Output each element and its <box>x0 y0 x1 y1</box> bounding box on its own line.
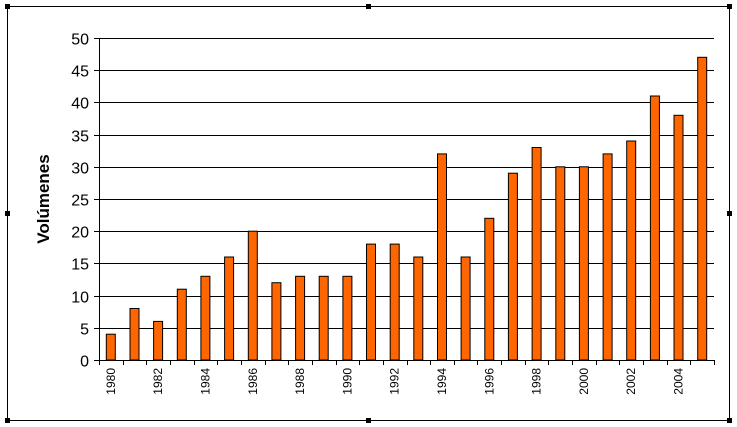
x-tick-label: 1984 <box>198 368 212 395</box>
y-tick-label: 50 <box>71 32 89 49</box>
bar-1985 <box>224 256 235 361</box>
selection-handle-top-right[interactable] <box>727 4 732 9</box>
y-tick-label: 15 <box>71 257 89 274</box>
selection-handle-bottom-left[interactable] <box>5 418 10 423</box>
y-axis-label: Volúmenes <box>34 154 53 243</box>
x-tick-label: 2004 <box>672 368 686 395</box>
bar-1986 <box>247 230 258 361</box>
selection-handle-mid-right[interactable] <box>727 211 732 216</box>
bar-1996 <box>484 217 495 361</box>
bar-1988 <box>295 275 306 361</box>
bar-1995 <box>460 256 471 361</box>
x-tick-label: 1988 <box>293 368 307 395</box>
bar-1992 <box>389 243 400 361</box>
bar-1989 <box>318 275 329 361</box>
bar-1994 <box>437 153 447 361</box>
bar-1998 <box>531 147 542 361</box>
bar-1981 <box>129 308 140 361</box>
y-tick-labels: 0 5 10 15 20 25 30 35 40 45 50 <box>71 32 89 371</box>
y-tick-label: 5 <box>80 322 89 339</box>
y-tick-label: 10 <box>71 290 89 307</box>
x-tick-label: 2000 <box>577 368 591 395</box>
y-tick-label: 0 <box>80 354 89 371</box>
selection-handle-bottom-right[interactable] <box>727 418 732 423</box>
bar-1993 <box>413 256 424 361</box>
y-tick-label: 40 <box>71 96 89 113</box>
bar-2005 <box>697 56 708 361</box>
x-tick-label: 1992 <box>388 368 402 395</box>
selection-handle-top-mid[interactable] <box>366 4 371 9</box>
bars <box>105 56 708 361</box>
bar-1984 <box>200 275 211 361</box>
bar-1997 <box>507 172 518 361</box>
x-tick-label: 1982 <box>151 368 165 395</box>
y-tick-label: 25 <box>71 193 89 210</box>
y-tick-label: 35 <box>71 129 89 146</box>
bar-1987 <box>271 282 282 361</box>
y-tick-label: 30 <box>71 161 89 178</box>
bar-2001 <box>602 153 613 361</box>
x-tick-label: 2002 <box>624 368 638 395</box>
axes <box>94 38 715 365</box>
selection-handle-top-left[interactable] <box>5 4 10 9</box>
bar-1982 <box>153 320 164 361</box>
x-tick-label: 1996 <box>482 368 496 395</box>
x-tick-label: 1986 <box>246 368 260 395</box>
x-tick-label: 1994 <box>435 368 449 395</box>
x-tick-label: 1998 <box>530 368 544 395</box>
bar-2002 <box>626 140 637 361</box>
x-tick-label: 1990 <box>340 368 354 395</box>
bar-2003 <box>649 95 660 361</box>
bar-1990 <box>342 275 353 361</box>
x-tick-labels: 1980 1982 1984 1986 1988 1990 1992 1994 1996 1998… <box>104 368 686 395</box>
selection-handle-bottom-mid[interactable] <box>366 418 371 423</box>
selection-handle-mid-left[interactable] <box>5 211 10 216</box>
x-tick-label: 1980 <box>104 368 118 395</box>
bar-2004 <box>673 114 684 361</box>
y-tick-label: 20 <box>71 225 89 242</box>
bar-1991 <box>366 243 376 361</box>
bar-2000 <box>578 166 589 361</box>
bar-1999 <box>555 166 566 361</box>
bar-1983 <box>176 288 187 361</box>
y-tick-label: 45 <box>71 64 89 81</box>
bar-1980 <box>105 333 116 361</box>
